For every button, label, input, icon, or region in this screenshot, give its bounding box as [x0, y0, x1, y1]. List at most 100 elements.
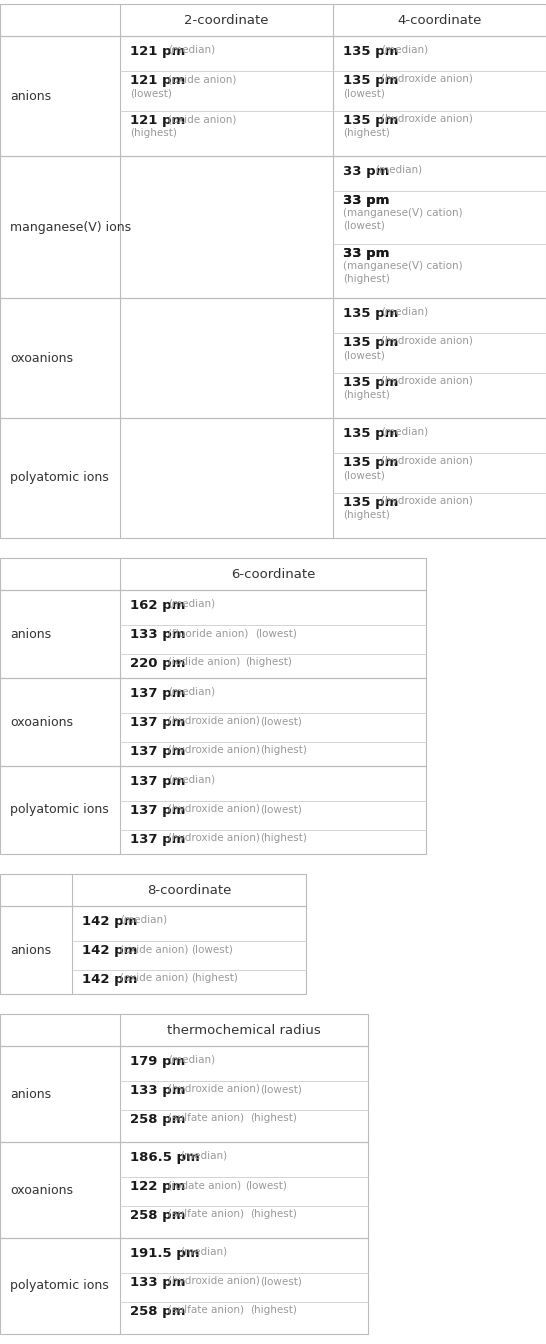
Text: polyatomic ions: polyatomic ions	[10, 472, 109, 484]
Text: 135 pm: 135 pm	[343, 427, 399, 439]
Text: (lowest): (lowest)	[343, 87, 385, 98]
Text: (hydroxide anion): (hydroxide anion)	[381, 74, 473, 83]
Text: (median): (median)	[168, 599, 215, 609]
Text: 137 pm: 137 pm	[130, 745, 186, 758]
Text: 142 pm: 142 pm	[82, 943, 138, 957]
Text: 121 pm: 121 pm	[130, 114, 185, 126]
Text: 121 pm: 121 pm	[130, 44, 185, 58]
Text: 137 pm: 137 pm	[130, 833, 186, 845]
Text: 4-coordinate: 4-coordinate	[397, 13, 482, 27]
Text: (median): (median)	[180, 1247, 227, 1257]
Text: 33 pm: 33 pm	[343, 247, 389, 259]
Text: 135 pm: 135 pm	[343, 496, 399, 509]
Text: 142 pm: 142 pm	[82, 915, 138, 927]
Text: (median): (median)	[168, 687, 215, 698]
Text: 133 pm: 133 pm	[130, 1085, 186, 1097]
Text: 179 pm: 179 pm	[130, 1055, 185, 1068]
Text: (highest): (highest)	[250, 1210, 297, 1219]
Bar	[0, 558, 426, 590]
Text: 135 pm: 135 pm	[343, 376, 399, 388]
Text: (lowest): (lowest)	[343, 220, 385, 231]
Bar	[0, 590, 426, 677]
Text: 6-coordinate: 6-coordinate	[231, 567, 315, 581]
Bar	[0, 766, 426, 853]
Bar	[0, 298, 546, 418]
Text: (hydroxide anion): (hydroxide anion)	[168, 833, 260, 843]
Text: (lowest): (lowest)	[343, 349, 385, 360]
Bar	[0, 677, 426, 766]
Bar	[0, 418, 546, 538]
Text: (lowest): (lowest)	[245, 1180, 287, 1189]
Text: (hydroxide anion): (hydroxide anion)	[381, 336, 473, 345]
Text: (hydroxide anion): (hydroxide anion)	[168, 804, 260, 814]
Text: 142 pm: 142 pm	[82, 973, 138, 986]
Text: (highest): (highest)	[343, 274, 390, 284]
Text: oxoanions: oxoanions	[10, 352, 73, 364]
Text: manganese(V) ions: manganese(V) ions	[10, 220, 131, 234]
Text: (manganese(V) cation): (manganese(V) cation)	[343, 261, 462, 271]
Text: (highest): (highest)	[250, 1113, 297, 1124]
Text: (highest): (highest)	[343, 509, 390, 520]
Text: 33 pm: 33 pm	[343, 194, 389, 207]
Text: (highest): (highest)	[260, 833, 307, 843]
Text: (median): (median)	[381, 44, 428, 55]
Text: (highest): (highest)	[343, 390, 390, 401]
Text: (lowest): (lowest)	[255, 628, 297, 638]
Text: 191.5 pm: 191.5 pm	[130, 1247, 199, 1261]
Text: (oxide anion): (oxide anion)	[168, 114, 236, 124]
Text: 135 pm: 135 pm	[343, 336, 399, 349]
Bar	[0, 1013, 368, 1046]
Text: (sulfate anion): (sulfate anion)	[168, 1305, 244, 1314]
Text: 33 pm: 33 pm	[343, 194, 389, 207]
Text: (median): (median)	[168, 775, 215, 785]
Text: (hydroxide anion): (hydroxide anion)	[168, 745, 260, 755]
Text: 258 pm: 258 pm	[130, 1113, 186, 1126]
Text: (highest): (highest)	[260, 745, 307, 755]
Text: (hydroxide anion): (hydroxide anion)	[381, 456, 473, 466]
Bar	[0, 1046, 368, 1142]
Text: (oxide anion): (oxide anion)	[120, 973, 188, 982]
Text: (sulfate anion): (sulfate anion)	[168, 1113, 244, 1124]
Text: (hydroxide anion): (hydroxide anion)	[168, 1085, 260, 1094]
Text: 33 pm: 33 pm	[343, 247, 389, 259]
Text: (lowest): (lowest)	[260, 804, 302, 814]
Text: (lowest): (lowest)	[192, 943, 234, 954]
Text: 33 pm: 33 pm	[343, 165, 389, 177]
Text: anions: anions	[10, 943, 51, 957]
Text: 135 pm: 135 pm	[343, 306, 399, 320]
Text: (hydroxide anion): (hydroxide anion)	[381, 114, 473, 124]
Text: (hydroxide anion): (hydroxide anion)	[168, 1275, 260, 1286]
Text: (lowest): (lowest)	[260, 1085, 302, 1094]
Text: 135 pm: 135 pm	[343, 114, 399, 126]
Bar	[0, 36, 546, 156]
Text: (fluoride anion): (fluoride anion)	[168, 628, 248, 638]
Text: (highest): (highest)	[130, 128, 177, 138]
Text: (manganese(V) cation): (manganese(V) cation)	[343, 208, 462, 218]
Text: 133 pm: 133 pm	[130, 628, 186, 641]
Text: (sulfate anion): (sulfate anion)	[168, 1210, 244, 1219]
Text: (hydroxide anion): (hydroxide anion)	[168, 716, 260, 726]
Text: 2-coordinate: 2-coordinate	[184, 13, 269, 27]
Text: (median): (median)	[168, 44, 215, 55]
Text: oxoanions: oxoanions	[10, 1184, 73, 1196]
Text: (lowest): (lowest)	[260, 1275, 302, 1286]
Bar	[0, 1142, 368, 1238]
Text: (median): (median)	[381, 306, 428, 317]
Text: 258 pm: 258 pm	[130, 1305, 186, 1318]
Bar	[0, 156, 546, 298]
Bar	[0, 4, 546, 36]
Text: polyatomic ions: polyatomic ions	[10, 1279, 109, 1293]
Text: (highest): (highest)	[192, 973, 239, 982]
Text: (highest): (highest)	[343, 128, 390, 138]
Text: (iodate anion): (iodate anion)	[168, 1180, 241, 1189]
Text: 186.5 pm: 186.5 pm	[130, 1150, 200, 1164]
Text: oxoanions: oxoanions	[10, 715, 73, 728]
Text: 135 pm: 135 pm	[343, 456, 399, 469]
Text: 220 pm: 220 pm	[130, 657, 186, 671]
Text: (median): (median)	[120, 915, 167, 925]
Text: (median): (median)	[180, 1150, 227, 1161]
Text: 137 pm: 137 pm	[130, 804, 186, 817]
Text: 258 pm: 258 pm	[130, 1210, 186, 1222]
Text: 8-coordinate: 8-coordinate	[147, 883, 231, 896]
Text: 121 pm: 121 pm	[130, 74, 185, 87]
